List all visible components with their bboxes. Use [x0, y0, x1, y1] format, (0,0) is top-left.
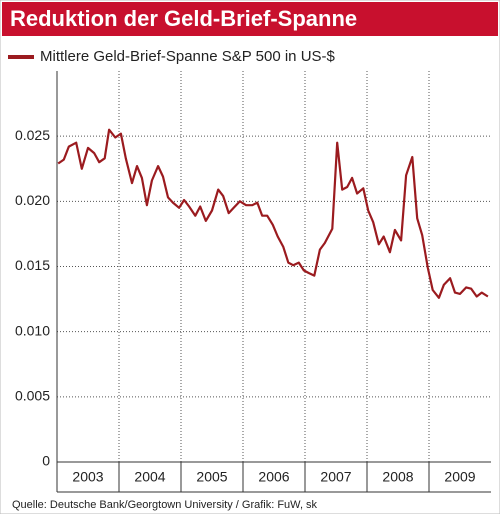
y-tick-label: 0.005 [15, 388, 50, 404]
y-tick-label: 0.025 [15, 127, 50, 143]
y-tick-label: 0.015 [15, 257, 50, 273]
x-tick-label: 2003 [72, 469, 103, 485]
source: Quelle: Deutsche Bank/Georgtown Universi… [12, 499, 318, 511]
y-tick-label: 0.010 [15, 322, 50, 338]
legend-label: Mittlere Geld-Brief-Spanne S&P 500 in US… [40, 48, 336, 65]
title-bar [2, 2, 498, 36]
x-tick-label: 2009 [444, 469, 475, 485]
y-tick-label: 0 [42, 453, 50, 469]
data-line [57, 128, 489, 299]
x-tick-label: 2006 [258, 469, 289, 485]
x-tick-label: 2005 [196, 469, 227, 485]
x-tick-label: 2007 [320, 469, 351, 485]
y-tick-label: 0.020 [15, 192, 50, 208]
x-tick-label: 2004 [134, 469, 165, 485]
x-tick-label: 2008 [382, 469, 413, 485]
chart-title: Reduktion der Geld-Brief-Spanne [10, 6, 357, 31]
